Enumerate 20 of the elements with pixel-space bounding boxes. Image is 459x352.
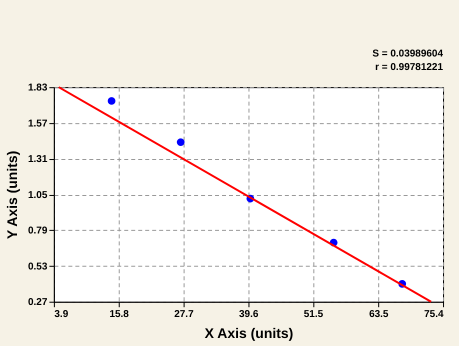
y-tick-label: 1.83 xyxy=(28,82,48,94)
x-tick-label: 39.6 xyxy=(238,309,259,320)
y-tick-label: 1.31 xyxy=(28,154,48,166)
x-tick-label: 3.9 xyxy=(54,309,69,320)
y-tick-label: 0.79 xyxy=(28,226,48,237)
x-tick-label: 75.4 xyxy=(424,309,444,320)
y-tick-label: 1.57 xyxy=(28,118,48,130)
y-tick-label: 1.05 xyxy=(28,190,48,201)
text: r = 0.99781221 xyxy=(375,62,444,74)
x-tick-label: 51.5 xyxy=(304,309,324,320)
text: S = 0.03989604 xyxy=(372,48,444,60)
y-tick-label: 0.27 xyxy=(28,297,48,308)
y-tick-label: 0.53 xyxy=(28,261,48,272)
point xyxy=(108,97,116,105)
y-axis-title: Y Axis (units) xyxy=(4,150,20,240)
x-tick-label: 63.5 xyxy=(369,309,389,320)
x-axis-title: X Axis (units) xyxy=(204,325,294,342)
x-tick-label: 15.8 xyxy=(109,309,130,320)
point xyxy=(176,138,185,146)
x-tick-label: 27.7 xyxy=(174,309,194,320)
